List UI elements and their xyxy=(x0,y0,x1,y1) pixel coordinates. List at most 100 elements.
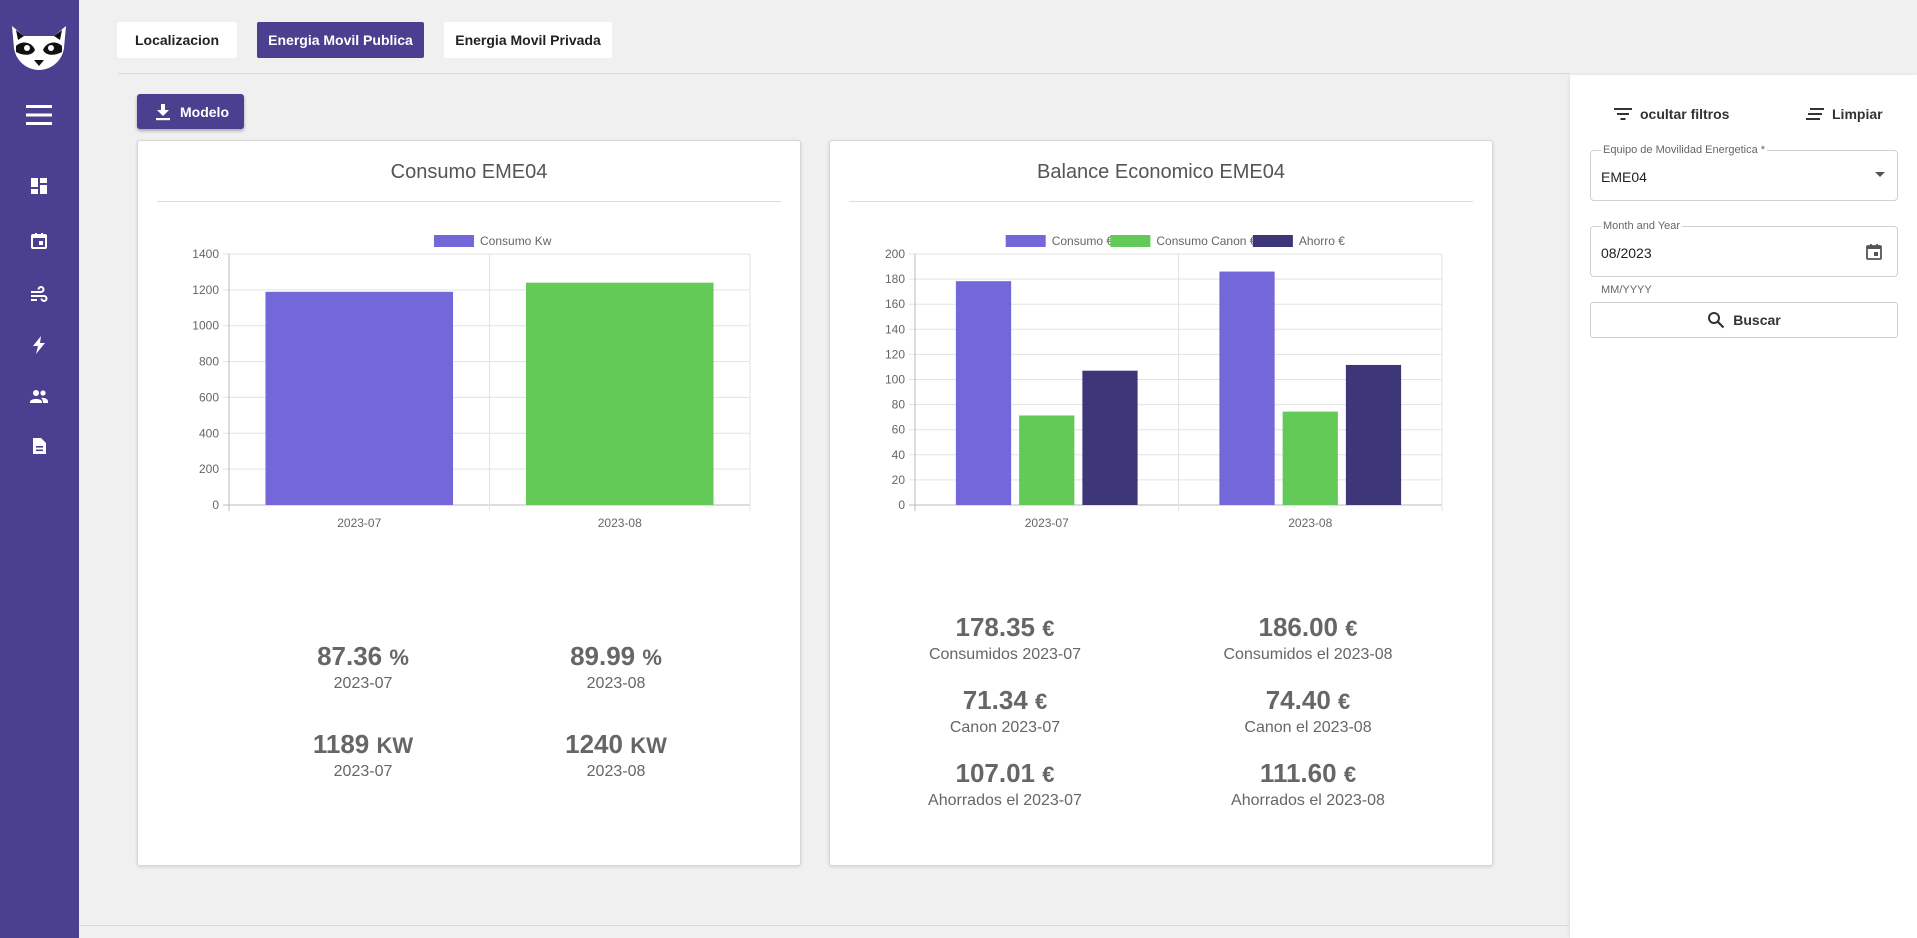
stat-label: 2023-07 xyxy=(333,675,393,692)
lightning-icon[interactable] xyxy=(29,335,49,355)
stat-value: 178.35 xyxy=(955,612,1036,642)
search-icon xyxy=(1708,312,1725,329)
stat-label: Consumidos 2023-07 xyxy=(928,646,1082,663)
search-label: Buscar xyxy=(1733,312,1781,328)
stat-consumidos-2023-07: 178.35 € Consumidos 2023-07 xyxy=(885,612,1125,665)
equipo-value: EME04 xyxy=(1601,169,1647,185)
header-divider xyxy=(118,73,1570,74)
stat-unit: € xyxy=(1042,616,1055,641)
y-tick-label: 1400 xyxy=(192,247,219,261)
x-tick-label: 2023-08 xyxy=(598,516,642,530)
tab-localizacion[interactable]: Localizacion xyxy=(117,22,237,58)
stat-unit: € xyxy=(1343,762,1357,787)
stat-label: Canon 2023-07 xyxy=(949,719,1061,736)
dashboard-icon[interactable] xyxy=(29,176,49,196)
stat-canon-2023-07: 71.34 € Canon 2023-07 xyxy=(885,685,1125,738)
stat-consumidos-2023-08: 186.00 € Consumidos el 2023-08 xyxy=(1188,612,1428,665)
card-divider xyxy=(849,201,1473,202)
legend-label: Consumo € xyxy=(1052,234,1114,248)
y-tick-label: 20 xyxy=(892,473,906,487)
stat-value: 1189 xyxy=(312,729,370,759)
tab-energia-movil-privada[interactable]: Energia Movil Privada xyxy=(444,22,612,58)
stat-label: Ahorrados el 2023-07 xyxy=(928,792,1082,809)
balance-card: Balance Economico EME04 0 20 40 60 80 100 120 1… xyxy=(829,140,1493,866)
stat-value: 89.99 xyxy=(570,641,636,671)
stat-value: 87.36 xyxy=(317,641,383,671)
month-year-field[interactable]: Month and Year 08/2023 xyxy=(1590,220,1898,277)
bar-consumo-kw-2023-07 xyxy=(265,291,454,505)
stat-value: 74.40 xyxy=(1265,685,1331,715)
stat-canon-2023-08: 74.40 € Canon el 2023-08 xyxy=(1188,685,1428,738)
stat-value: 1240 xyxy=(565,729,623,759)
equipo-label: Equipo de Movilidad Energetica * xyxy=(1601,144,1768,156)
filter-icon xyxy=(1614,108,1632,120)
month-year-label: Month and Year xyxy=(1601,220,1683,232)
stat-percent-2023-07: 87.36 % 2023-07 xyxy=(243,641,483,694)
y-tick-label: 40 xyxy=(892,448,906,462)
balance-card-title: Balance Economico EME04 xyxy=(1037,161,1285,183)
stat-unit: € xyxy=(1345,616,1358,641)
stat-value: 71.34 xyxy=(962,685,1028,715)
y-tick-label: 60 xyxy=(892,423,906,437)
stat-unit: € xyxy=(1042,762,1055,787)
stat-value: 111.60 xyxy=(1259,758,1337,788)
clear-all-icon xyxy=(1806,108,1824,120)
y-tick-label: 120 xyxy=(885,347,905,361)
stat-label: Canon el 2023-08 xyxy=(1244,719,1372,736)
balance-chart: 0 20 40 60 80 100 120 140 160 180 200 2023-07 2023-0… xyxy=(885,234,1443,530)
legend-label: Consumo Canon € xyxy=(1156,234,1256,248)
modelo-download-button[interactable]: Modelo xyxy=(137,94,244,129)
stat-label: 2023-08 xyxy=(586,675,646,692)
equipo-select[interactable]: Equipo de Movilidad Energetica * EME04 xyxy=(1590,144,1898,201)
clear-filters-button[interactable]: Limpiar xyxy=(1806,102,1883,126)
dropdown-arrow-icon xyxy=(1875,172,1885,177)
stat-kw-2023-08: 1240 KW 2023-08 xyxy=(496,729,736,782)
bar-consumo--2023-07 xyxy=(955,281,1012,505)
y-tick-label: 100 xyxy=(885,373,905,387)
stat-percent-2023-08: 89.99 % 2023-08 xyxy=(496,641,736,694)
consumo-card: Consumo EME04 0 200 400 600 800 1000 1200 1400 2… xyxy=(137,140,801,866)
bar-consumo--2023-08 xyxy=(1219,271,1275,505)
stat-value: 107.01 xyxy=(955,758,1036,788)
stat-unit: € xyxy=(1035,689,1048,714)
y-tick-label: 200 xyxy=(199,462,219,476)
bar-ahorro--2023-08 xyxy=(1345,364,1402,505)
hide-filters-label: ocultar filtros xyxy=(1640,106,1730,122)
raccoon-logo xyxy=(12,26,66,70)
people-icon[interactable] xyxy=(29,386,49,406)
stat-kw-2023-07: 1189 KW 2023-07 xyxy=(243,729,483,782)
y-tick-label: 400 xyxy=(199,426,219,440)
legend-swatch xyxy=(1110,235,1151,247)
filters-panel: ocultar filtros Limpiar Equipo de Movili… xyxy=(1570,75,1917,938)
y-tick-label: 0 xyxy=(212,498,219,512)
stat-unit: % xyxy=(642,645,662,670)
menu-icon[interactable] xyxy=(26,104,52,126)
y-tick-label: 1200 xyxy=(192,283,219,297)
month-year-value: 08/2023 xyxy=(1601,245,1652,261)
month-year-hint: MM/YYYY xyxy=(1601,284,1652,296)
calendar-icon[interactable] xyxy=(29,231,49,251)
calendar-picker-icon[interactable] xyxy=(1865,243,1883,261)
stat-unit: % xyxy=(389,645,409,670)
y-tick-label: 80 xyxy=(892,398,906,412)
stat-label: 2023-08 xyxy=(586,763,646,780)
tab-energia-movil-publica[interactable]: Energia Movil Publica xyxy=(257,22,424,58)
stat-unit: € xyxy=(1338,689,1351,714)
x-tick-label: 2023-08 xyxy=(1288,516,1332,530)
document-icon[interactable] xyxy=(29,436,49,456)
download-icon xyxy=(156,103,170,120)
stat-label: 2023-07 xyxy=(333,763,393,780)
bar-consumo-canon--2023-08 xyxy=(1282,411,1338,505)
y-tick-label: 800 xyxy=(199,355,219,369)
x-tick-label: 2023-07 xyxy=(1025,516,1069,530)
modelo-label: Modelo xyxy=(180,103,229,120)
y-tick-label: 200 xyxy=(885,247,905,261)
wind-icon[interactable] xyxy=(29,285,49,305)
stat-label: Consumidos el 2023-08 xyxy=(1223,646,1393,663)
search-button[interactable]: Buscar xyxy=(1590,302,1898,338)
legend-label: Consumo Kw xyxy=(480,234,552,248)
hide-filters-button[interactable]: ocultar filtros xyxy=(1614,102,1729,126)
stat-ahorrados-2023-08: 111.60 € Ahorrados el 2023-08 xyxy=(1188,758,1428,811)
bar-ahorro--2023-07 xyxy=(1082,370,1138,505)
stat-unit: KW xyxy=(376,733,414,758)
